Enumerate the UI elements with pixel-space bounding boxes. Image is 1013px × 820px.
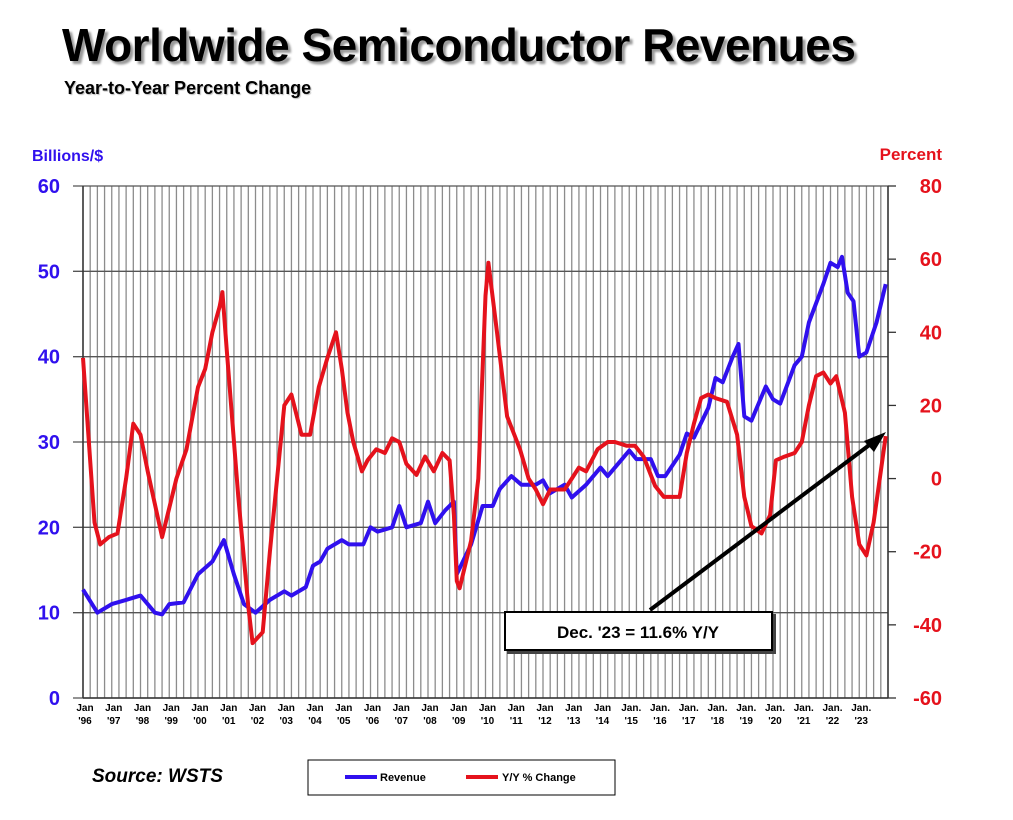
x-tick-label-month: Jan [450,703,467,714]
x-tick-label-year: '10 [481,716,495,727]
right-tick-label: -60 [913,688,942,710]
x-tick-label-month: Jan. [765,703,785,714]
right-tick-label: 80 [920,176,942,198]
legend-label-revenue: Revenue [380,772,426,784]
annotation-box [504,611,773,651]
x-tick-label-month: Jan [220,703,237,714]
x-tick-label-month: Jan [278,703,295,714]
arrowhead-icon [864,432,886,452]
x-tick-label-month: Jan [105,703,122,714]
x-tick-label-month: Jan [191,703,208,714]
x-tick-label-month: Jan [479,703,496,714]
x-tick-label-month: Jan [536,703,553,714]
left-tick-label: 40 [38,347,60,369]
x-tick-label-year: '01 [222,716,236,727]
chart-title: Worldwide Semiconductor Revenues [62,19,856,71]
x-tick-label-year: '19 [739,716,753,727]
legend: Revenue Y/Y % Change [307,759,616,796]
x-tick-label-year: '04 [308,716,322,727]
right-axis-label: Percent [880,145,943,164]
x-tick-label-year: '20 [768,716,782,727]
legend-label-yoy: Y/Y % Change [502,772,576,784]
yoy-change-line [81,260,888,646]
right-tick-label: 20 [920,395,942,417]
x-tick-label-year: '17 [682,716,696,727]
right-tick-label: 60 [920,249,942,271]
annotation-arrow [648,438,878,612]
x-tick-label-year: '02 [251,716,265,727]
x-tick-label-year: '08 [423,716,437,727]
x-tick-label-year: '05 [337,716,351,727]
x-tick-label-year: '14 [596,716,610,727]
x-tick-label-month: Jan. [621,703,641,714]
right-tick-label: 0 [931,469,942,491]
x-tick-label-year: '99 [164,716,178,727]
x-tick-label-month: Jan. [707,703,727,714]
right-tick-label: 40 [920,322,942,344]
x-tick-label-month: Jan. [794,703,814,714]
x-tick-label-month: Jan [76,703,93,714]
x-tick-label-year: '13 [567,716,581,727]
right-tick-label: -20 [913,542,942,564]
annotation: Dec. '23 = 11.6% Y/Y [504,432,886,651]
x-tick-label-month: Jan [306,703,323,714]
x-tick-label-month: Jan. [822,703,842,714]
x-tick-label-year: '97 [107,716,121,727]
x-tick-label-month: Jan [594,703,611,714]
annotation-text: Dec. '23 = 11.6% Y/Y [557,623,720,642]
x-tick-label-year: '96 [78,716,92,727]
x-tick-label-month: Jan [508,703,525,714]
x-tick-label-year: '00 [193,716,207,727]
x-tick-label-year: '12 [538,716,552,727]
x-tick-label-month: Jan. [851,703,871,714]
source-label: Source: WSTS [92,766,223,787]
x-tick-label-month: Jan [249,703,266,714]
x-tick-label-year: '07 [394,716,408,727]
x-tick-label-month: Jan. [679,703,699,714]
left-axis-label: Billions/$ [32,148,103,165]
left-tick-label: 0 [49,688,60,710]
x-tick-label-year: '16 [653,716,667,727]
x-tick-label-year: '23 [854,716,868,727]
left-tick-label: 50 [38,261,60,283]
x-tick-label-month: Jan [565,703,582,714]
x-tick-label-year: '98 [136,716,150,727]
x-tick-label-year: '09 [452,716,466,727]
x-tick-label-month: Jan [163,703,180,714]
x-tick-label-year: '11 [510,716,523,727]
x-tick-label-month: Jan [335,703,352,714]
x-tick-label-month: Jan [364,703,381,714]
x-tick-label-year: '22 [826,716,840,727]
right-tick-label: -40 [913,615,942,637]
x-tick-label-month: Jan [421,703,438,714]
x-tick-label-year: '21 [797,716,811,727]
x-tick-label-year: '06 [366,716,380,727]
x-tick-label-year: '15 [624,716,638,727]
x-tick-label-month: Jan. [650,703,670,714]
x-tick-label-year: '18 [711,716,725,727]
left-tick-label: 30 [38,432,60,454]
chart-subtitle: Year-to-Year Percent Change [64,78,312,98]
left-tick-label: 20 [38,517,60,539]
left-tick-label: 10 [38,603,60,625]
x-tick-label-month: Jan [134,703,151,714]
x-tick-label-year: '03 [279,716,293,727]
x-tick-label-month: Jan [393,703,410,714]
x-tick-label-month: Jan. [736,703,756,714]
left-tick-label: 60 [38,176,60,198]
